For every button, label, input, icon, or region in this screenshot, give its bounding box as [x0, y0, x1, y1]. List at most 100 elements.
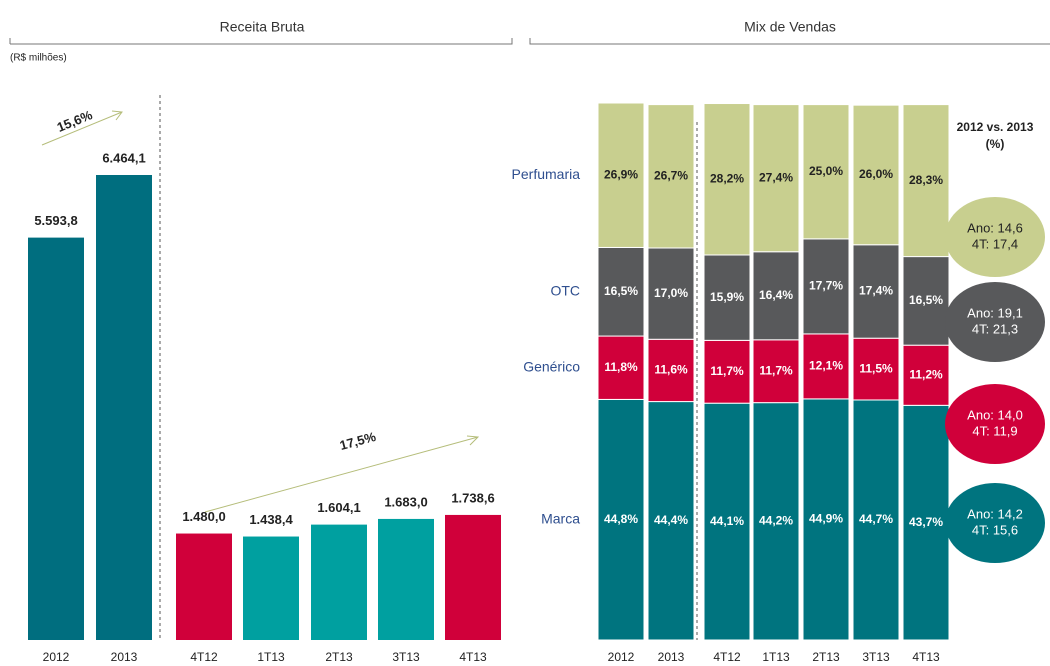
comparison-text: 4T: 21,3: [972, 321, 1018, 336]
value-label: 16,4%: [759, 288, 793, 302]
value-label: 11,6%: [654, 363, 688, 377]
segment: [752, 251, 800, 341]
x-tick-label: 4T13: [459, 650, 487, 664]
legend-label: Marca: [541, 510, 580, 526]
bar: [28, 237, 84, 640]
x-tick-label: 1T13: [257, 650, 285, 664]
segment: [597, 398, 645, 641]
comparison-text: Ano: 14,6: [967, 220, 1023, 235]
comparison-title: 2012 vs. 2013: [957, 120, 1034, 134]
bar: [378, 518, 434, 640]
comparison-bubble: [945, 384, 1045, 464]
bar: [445, 514, 501, 640]
segment: [902, 256, 950, 346]
segment: [647, 247, 695, 340]
comparison-unit: (%): [986, 137, 1005, 151]
segment: [852, 399, 900, 641]
value-label: 17,7%: [809, 279, 843, 293]
x-tick-label: 2012: [608, 650, 635, 664]
x-tick-label: 4T12: [713, 650, 741, 664]
segment: [647, 338, 695, 403]
value-label: 44,2%: [759, 513, 793, 527]
segment: [703, 254, 751, 341]
bar: [311, 524, 367, 640]
x-tick-label: 4T13: [912, 650, 940, 664]
value-label: 11,7%: [710, 364, 744, 378]
segment: [752, 402, 800, 641]
value-label: 11,2%: [909, 367, 943, 381]
header-rule: [9, 38, 513, 45]
segment: [703, 103, 751, 256]
value-label: 11,8%: [604, 360, 638, 374]
segment: [703, 402, 751, 641]
segment: [852, 104, 900, 246]
comparison-bubble: [945, 282, 1045, 362]
growth-arrow: [41, 110, 123, 146]
segment: [647, 104, 695, 249]
legend-label: Genérico: [523, 358, 580, 374]
comparison-bubble: [945, 483, 1045, 563]
x-tick-label: 3T13: [862, 650, 890, 664]
segment: [802, 398, 850, 641]
comparison-text: Ano: 19,1: [967, 305, 1023, 320]
growth-arrow: [204, 435, 480, 513]
value-label: 1.438,4: [249, 512, 293, 527]
value-label: 26,9%: [604, 167, 638, 181]
value-label: 28,2%: [710, 171, 744, 185]
x-tick-label: 3T13: [392, 650, 420, 664]
value-label: 26,0%: [859, 167, 893, 181]
bar: [96, 175, 152, 640]
value-label: 16,5%: [604, 284, 638, 298]
value-label: 16,5%: [909, 293, 943, 307]
growth-label: 17,5%: [338, 429, 378, 453]
segment: [752, 104, 800, 253]
value-label: 1.738,6: [451, 490, 494, 505]
value-label: 44,8%: [604, 512, 638, 526]
comparison-bubble: [945, 197, 1045, 277]
value-label: 1.480,0: [182, 509, 225, 524]
segment: [597, 102, 645, 248]
bar: [243, 536, 299, 640]
comparison-text: Ano: 14,2: [967, 506, 1023, 521]
x-tick-label: 2T13: [812, 650, 840, 664]
chart-title: Mix de Vendas: [744, 19, 836, 35]
x-tick-label: 1T13: [762, 650, 790, 664]
segment: [902, 404, 950, 641]
value-label: 17,0%: [654, 286, 688, 300]
x-tick-label: 4T12: [190, 650, 218, 664]
segment: [902, 104, 950, 258]
value-label: 26,7%: [654, 168, 688, 182]
segment: [902, 344, 950, 406]
legend-label: Perfumaria: [512, 166, 581, 182]
value-label: 15,9%: [710, 290, 744, 304]
comparison-text: 4T: 11,9: [972, 423, 1017, 438]
legend-label: OTC: [550, 282, 580, 298]
bar: [176, 533, 232, 640]
x-tick-label: 2012: [43, 650, 70, 664]
chart-title: Receita Bruta: [220, 19, 305, 35]
segment: [703, 339, 751, 404]
segment: [752, 339, 800, 404]
value-label: 27,4%: [759, 170, 793, 184]
segment: [802, 238, 850, 335]
segment: [597, 246, 645, 337]
segment: [802, 104, 850, 240]
value-label: 44,4%: [654, 513, 688, 527]
value-label: 43,7%: [909, 515, 943, 529]
value-label: 44,1%: [710, 514, 744, 528]
comparison-text: Ano: 14,0: [967, 407, 1023, 422]
value-label: 25,0%: [809, 164, 843, 178]
value-label: 5.593,8: [34, 213, 77, 228]
value-label: 1.604,1: [317, 500, 360, 515]
value-label: 1.683,0: [384, 494, 427, 509]
x-tick-label: 2T13: [325, 650, 353, 664]
value-label: 11,5%: [859, 361, 893, 375]
value-label: 44,7%: [859, 512, 893, 526]
comparison-text: 4T: 17,4: [972, 236, 1018, 251]
segment: [802, 333, 850, 400]
header-rule: [529, 38, 1050, 45]
value-label: 17,4%: [859, 284, 893, 298]
segment: [852, 337, 900, 401]
value-label: 44,9%: [809, 512, 843, 526]
